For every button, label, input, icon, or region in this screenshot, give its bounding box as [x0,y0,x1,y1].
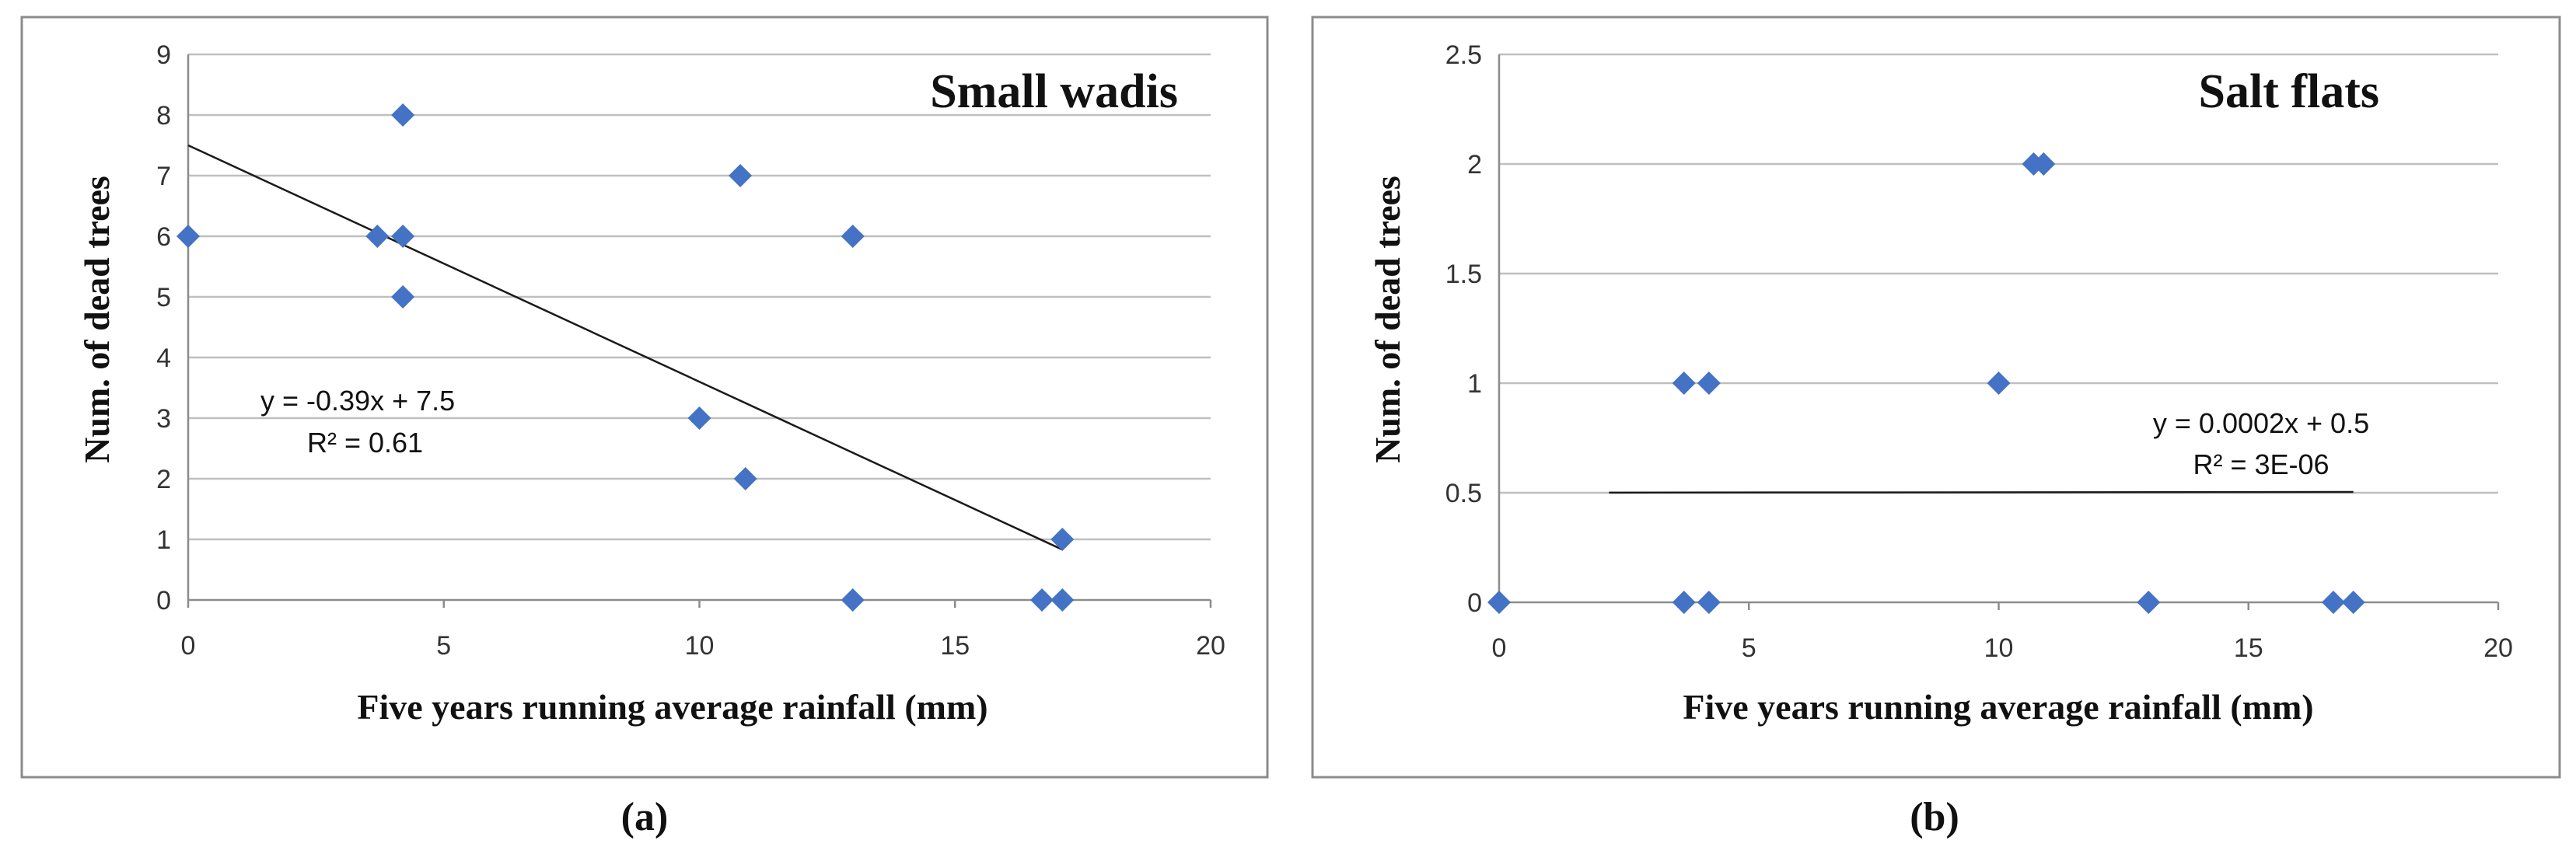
trend-r2-b: R² = 3E-06 [2193,448,2329,480]
data-point [365,225,390,248]
x-tick-label: 20 [2483,633,2513,663]
caption-a: (a) [621,795,669,839]
y-tick-label: 2.5 [1445,40,1482,70]
y-tick-label: 1 [1467,369,1482,399]
chart-title-b: Salt flats [2199,65,2380,118]
y-tick-label: 1 [156,525,171,555]
y-axis-title-b: Num. of dead trees [1368,176,1407,463]
y-axis-title-a: Num. of dead trees [77,176,117,463]
trendline-a [187,144,1063,551]
data-point [841,225,865,248]
data-point [391,285,415,309]
gridlines-a [188,53,1211,541]
trend-equation-b: y = 0.0002x + 0.5 [2153,407,2369,439]
y-tick-label: 0 [156,586,171,616]
data-point [1050,528,1075,551]
y-tick-label: 6 [156,222,171,252]
y-tick-label: 8 [156,101,171,131]
panel-b: 0 0.5 1 1.5 2 2.5 0 5 10 15 20 Salt flats y = 0.00… [1311,16,2561,839]
x-tick-label: 5 [436,631,451,661]
trendline-b [1609,490,2354,494]
caption-b: (b) [1910,795,1959,839]
y-tick-label: 1.5 [1445,260,1482,289]
trendline-b [1609,490,2354,494]
data-point [687,406,711,430]
x-tick-label: 15 [940,631,970,661]
chart-frame-a [20,16,1269,779]
data-point [177,225,200,248]
x-tick-label: 20 [1196,631,1225,661]
tick-labels-b: 0 0.5 1 1.5 2 2.5 0 5 10 15 20 [1445,40,2513,663]
data-point [733,467,757,490]
chart-frame-b [1311,16,2561,779]
x-axis-title-a: Five years running average rainfall (mm) [357,687,987,727]
data-point [1987,371,2011,395]
panel-a: 0 1 2 3 4 5 6 7 8 9 0 5 10 15 20 Small wadis y = -0.39… [20,16,1269,839]
data-point [1697,591,1721,614]
y-tick-label: 2 [1467,150,1482,180]
data-point [391,103,415,127]
y-tick-label: 3 [156,404,171,434]
data-point [2137,591,2161,614]
y-tick-label: 5 [156,283,171,312]
y-tick-label: 4 [156,344,171,373]
chart-title-a: Small wadis [930,65,1178,118]
y-tick-label: 7 [156,162,171,191]
data-point [2341,591,2365,614]
data-point [729,164,753,187]
x-tick-label: 10 [685,631,715,661]
x-tick-label: 15 [2234,633,2263,663]
data-point [1487,591,1511,614]
y-tick-label: 2 [156,465,171,494]
data-point [1672,591,1696,614]
y-tick-label: 0.5 [1445,479,1482,508]
x-tick-label: 5 [1742,633,1756,663]
x-axis-title-b: Five years running average rainfall (mm) [1683,687,2313,727]
x-tick-label: 0 [1492,633,1507,663]
tick-labels-a: 0 1 2 3 4 5 6 7 8 9 0 5 10 15 20 [156,40,1225,661]
x-tick-label: 0 [181,631,196,661]
trendline-a [187,144,1063,551]
data-points-a [177,103,1075,612]
data-point [1697,371,1721,395]
data-point [841,588,865,612]
data-point [1050,588,1075,612]
data-point [391,225,415,248]
y-tick-label: 0 [1467,588,1482,618]
y-tick-label: 9 [156,40,171,70]
data-point [2321,591,2345,614]
x-tick-label: 10 [1984,633,2014,663]
trend-r2-a: R² = 0.61 [307,427,423,459]
data-point [1672,371,1696,395]
trend-equation-a: y = -0.39x + 7.5 [260,385,455,417]
data-point [2032,152,2056,176]
data-point [1030,588,1054,612]
data-points-b [1487,152,2365,614]
